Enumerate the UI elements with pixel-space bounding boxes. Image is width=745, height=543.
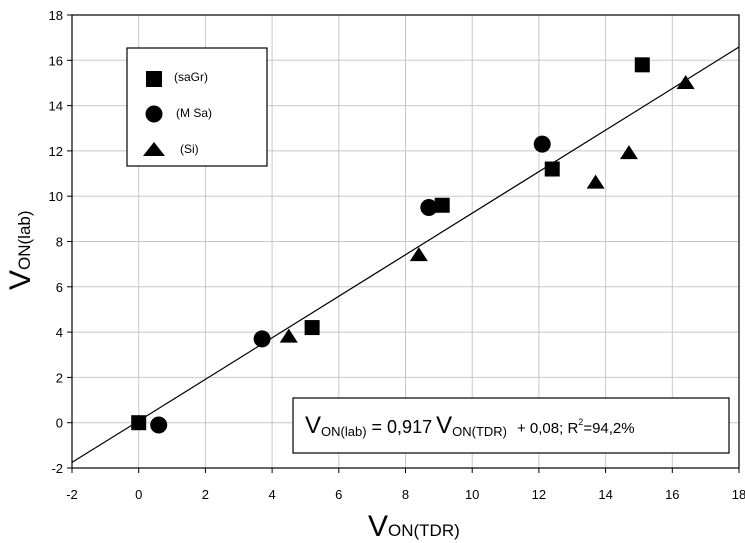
point-triangle [279,328,298,343]
point-square [634,57,650,73]
x-tick-label: 2 [202,487,209,502]
equation-sup: 2 [578,417,583,427]
x-tick-label: 10 [465,487,479,502]
x-tick-label: 12 [532,487,546,502]
y-tick-label: 2 [56,370,63,385]
y-tick-label: 16 [49,53,63,68]
point-square [544,161,560,177]
regression-line-path [71,46,740,463]
legend-label-Si: (Si) [180,142,199,156]
point-circle [420,199,438,217]
point-triangle [409,247,428,262]
legend-marker-circle [145,105,163,123]
x-axis-title-sub: ON(TDR) [388,521,460,540]
y-tick-label: 6 [56,280,63,295]
point-square [131,415,147,431]
point-square [434,197,450,213]
x-tick-label: 6 [335,487,342,502]
x-tick-label: -2 [66,487,78,502]
legend-marker-triangle [143,142,165,156]
x-tick-label: 14 [598,487,612,502]
equation-v1: V [305,412,321,439]
y-axis-title-main: V [4,270,37,290]
regression-line [71,46,740,463]
grid-lines [72,15,739,468]
equation-eq: = 0,917 [367,417,433,437]
equation-box: VON(lab) = 0,917 VON(TDR) + 0,08; R2=94,2% [292,397,730,454]
equation-sub2: ON(TDR) [452,424,507,439]
equation-rest: + 0,08; R [517,420,578,437]
y-tick-label: 8 [56,235,63,250]
x-axis-title: VON(TDR) [368,510,460,543]
y-tick-label: 12 [49,144,63,159]
x-tick-label: 18 [732,487,745,502]
y-tick-label: -2 [51,461,63,476]
point-circle [253,330,271,348]
x-tick-label: 0 [135,487,142,502]
equation-r2: =94,2% [583,420,634,437]
y-tick-label: 10 [49,189,63,204]
equation-frame [292,397,730,454]
y-axis-title-sub: ON(lab) [15,210,34,270]
equation-v2: V [436,412,452,439]
x-tick-label: 8 [402,487,409,502]
y-tick-label: 18 [49,8,63,23]
point-circle [533,135,551,153]
y-tick-label: 0 [56,416,63,431]
y-axis-title: VON(lab) [4,210,37,290]
point-triangle [676,74,695,89]
y-tick-label: 14 [49,99,63,114]
y-tick-label: 4 [56,325,63,340]
equation-sub1: ON(lab) [321,424,367,439]
x-tick-label: 4 [268,487,275,502]
data-points [131,57,695,434]
point-square [304,320,320,336]
legend-label-saGr: (saGr) [174,70,208,84]
x-axis-title-main: V [368,510,388,543]
point-triangle [586,174,605,189]
legend-marker-square [146,71,162,87]
point-circle [150,416,168,434]
equation-text: VON(lab) = 0,917 VON(TDR) + 0,08; R2=94,2% [305,412,635,439]
legend: (saGr) (M Sa) (Si) [126,47,268,167]
x-tick-label: 16 [665,487,679,502]
legend-label-MSa: (M Sa) [176,106,212,120]
point-triangle [619,145,638,160]
tick-labels: -2 0 2 4 6 8 10 12 14 16 18 -2 0 2 4 6 8 10 12 14 16 18 [49,8,745,502]
